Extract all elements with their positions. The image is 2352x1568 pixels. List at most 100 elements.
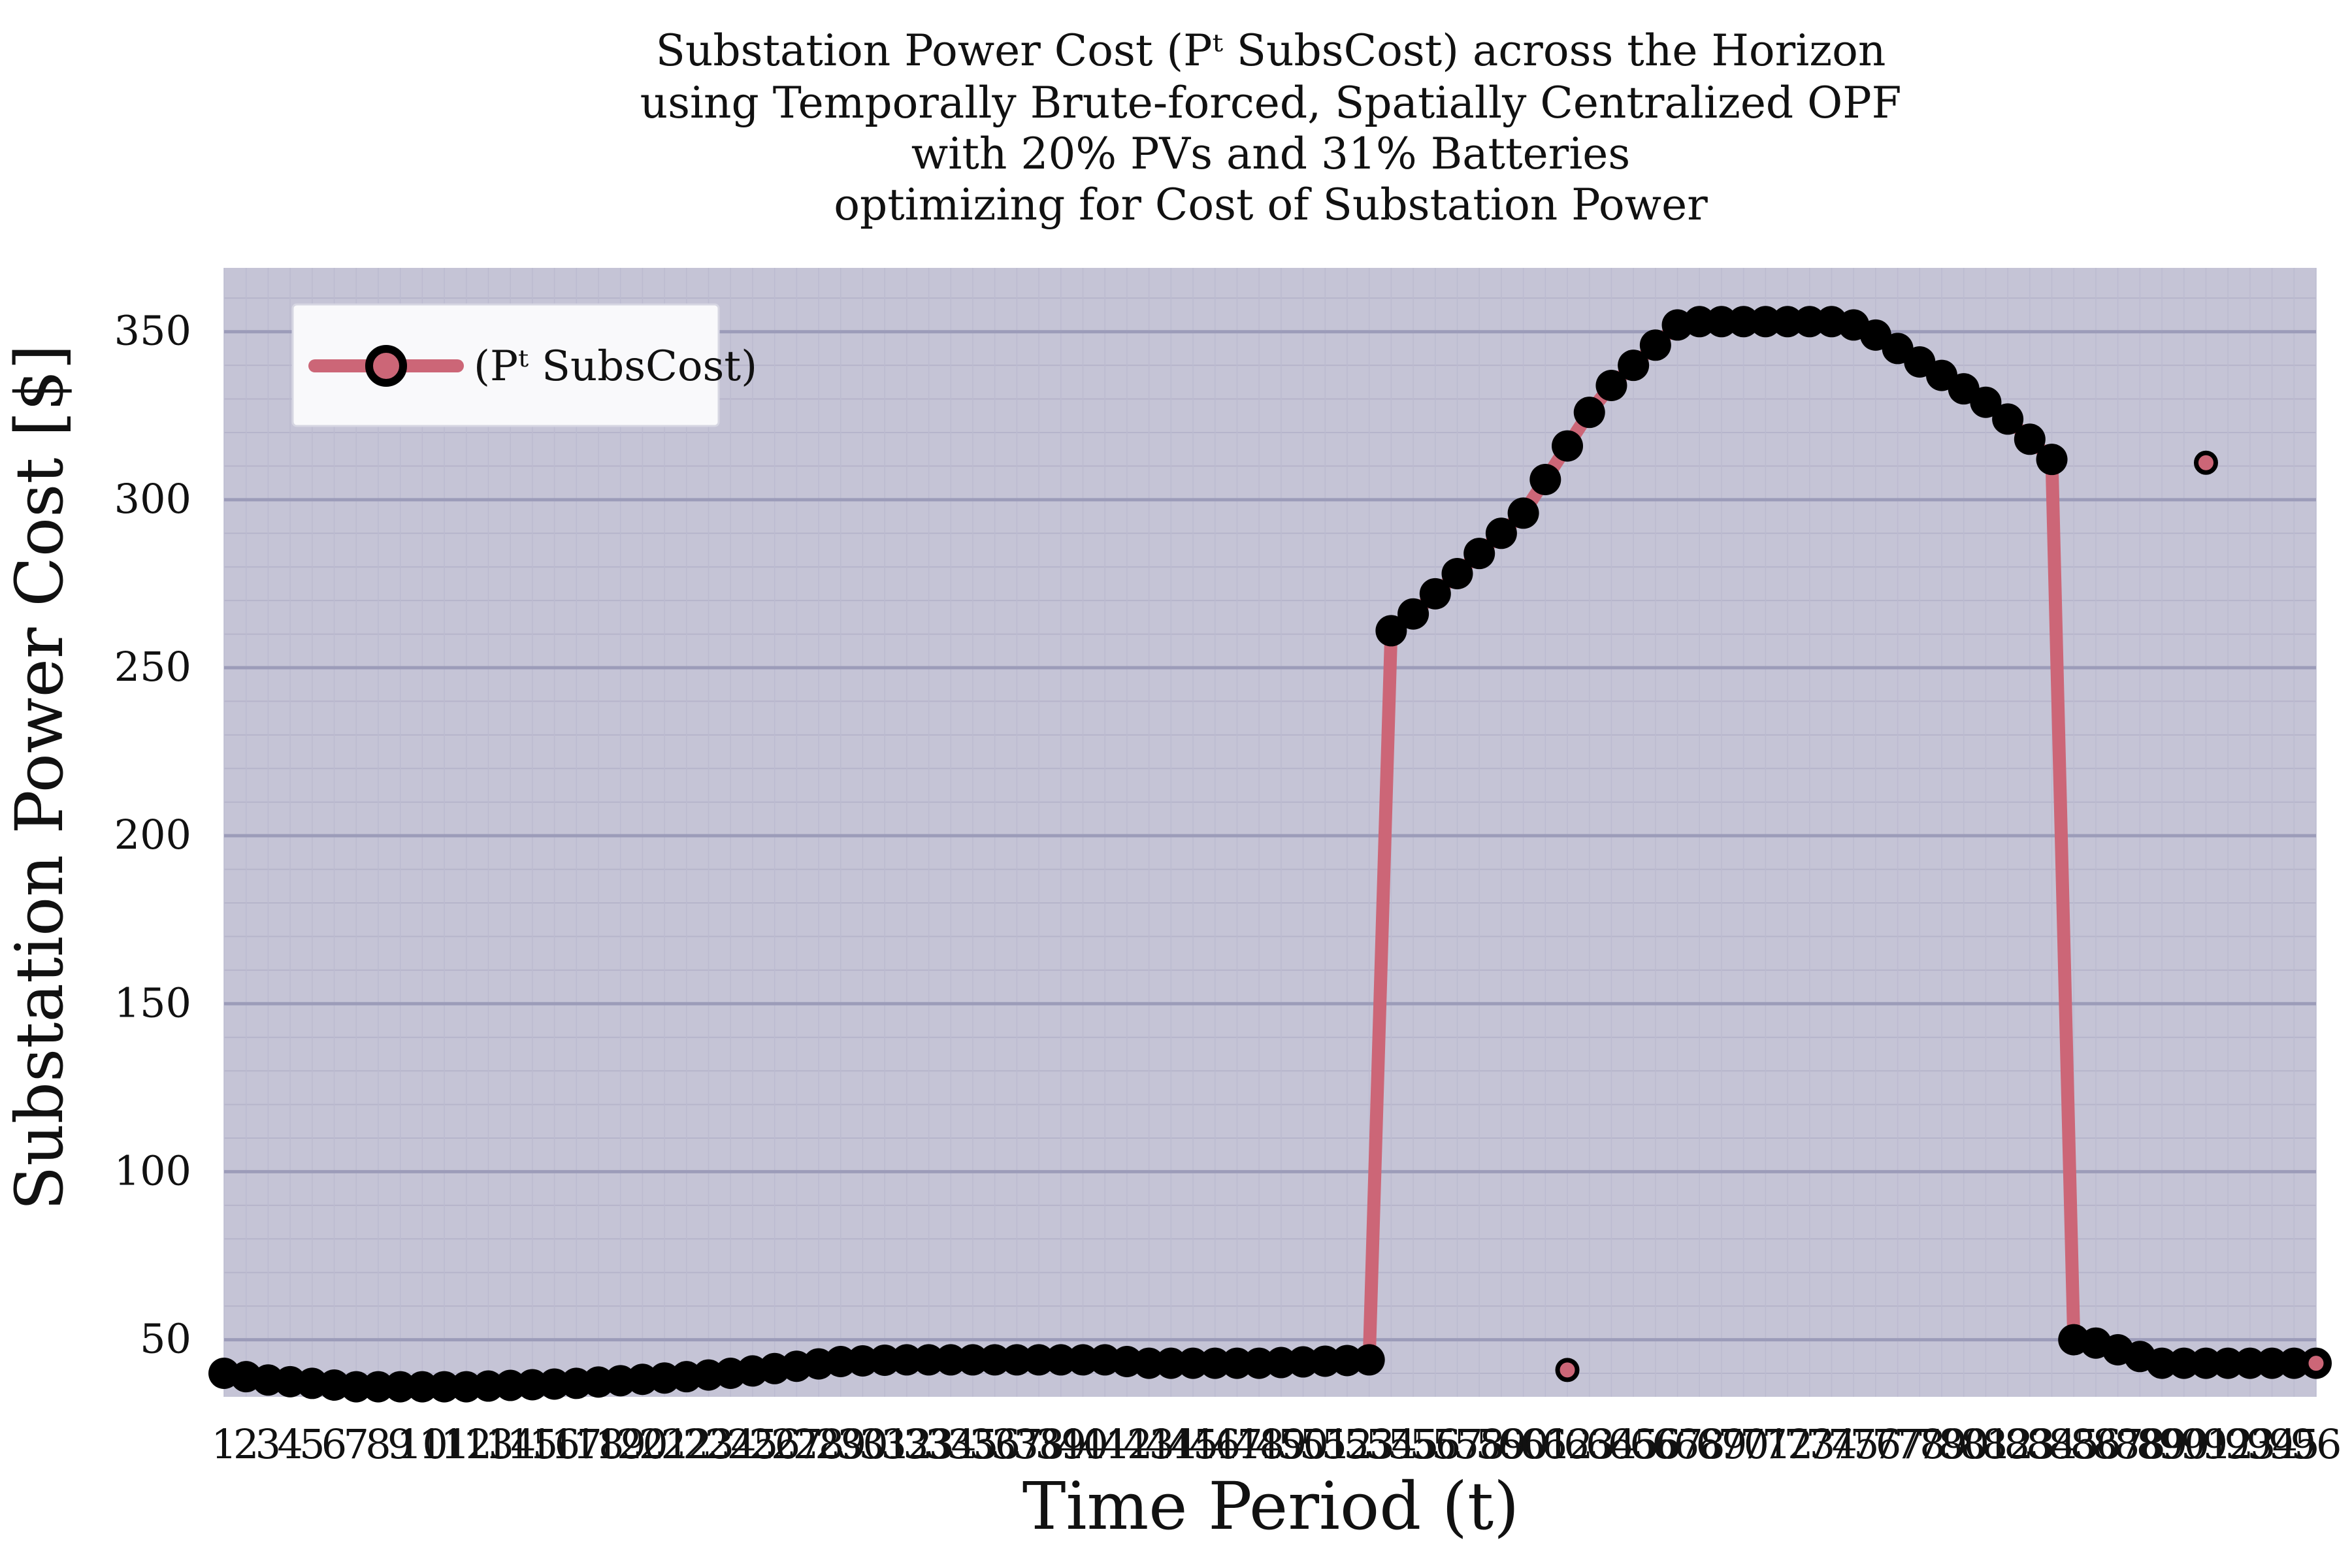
data-point-marker: [1992, 403, 2024, 435]
data-point-marker: [1001, 1344, 1033, 1376]
x-tick-label: 18: [573, 1420, 625, 1468]
data-point-marker: [340, 1371, 372, 1403]
legend: (Pᵗ SubsCost): [291, 303, 757, 427]
data-point-marker: [538, 1368, 570, 1400]
x-tick-label: 11: [419, 1420, 470, 1468]
x-tick-label: 61: [1520, 1420, 1571, 1468]
data-point-marker: [1573, 397, 1605, 429]
x-tick-label: 13: [463, 1420, 514, 1468]
data-point-marker: [1750, 306, 1782, 338]
x-tick-label: 3: [255, 1420, 281, 1468]
x-tick-label: 45: [1168, 1420, 1219, 1468]
x-tick-label: 96: [2291, 1420, 2342, 1468]
x-tick-label: 65: [1608, 1420, 1659, 1468]
series-layer: [208, 306, 2332, 1403]
data-point-marker: [2014, 423, 2046, 455]
x-tick-label: 93: [2224, 1420, 2276, 1468]
data-point-marker: [2256, 1347, 2288, 1379]
x-tick-label: 29: [815, 1420, 866, 1468]
x-tick-label: 6: [321, 1420, 347, 1468]
x-tick-label: 24: [705, 1420, 757, 1468]
x-axis-label: Time Period (t): [1022, 1468, 1519, 1544]
x-tick-label: 67: [1652, 1420, 1703, 1468]
x-tick-label: 48: [1233, 1420, 1285, 1468]
x-tick-label: 37: [991, 1420, 1043, 1468]
x-tick-label: 25: [727, 1420, 778, 1468]
data-point-marker: [1243, 1347, 1275, 1379]
data-point-marker: [1463, 538, 1495, 570]
x-tick-label: 82: [1982, 1420, 2034, 1468]
chart-title-line-1: Substation Power Cost (Pᵗ SubsCost) acro…: [656, 25, 1886, 76]
x-tick-label: 71: [1740, 1420, 1791, 1468]
x-tick-label: 56: [1409, 1420, 1461, 1468]
x-tick-label: 72: [1762, 1420, 1814, 1468]
data-point-marker: [1793, 306, 1825, 338]
x-tick-label: 90: [2158, 1420, 2210, 1468]
data-point-marker: [1155, 1347, 1187, 1379]
x-tick-label: 94: [2246, 1420, 2298, 1468]
chart-title-line-3: with 20% PVs and 31% Batteries: [911, 129, 1631, 179]
x-tick-label: 32: [881, 1420, 932, 1468]
y-tick-label: 200: [114, 811, 191, 858]
x-tick-label: 15: [506, 1420, 558, 1468]
x-tick-label: 34: [925, 1420, 977, 1468]
data-point-marker: [1727, 306, 1759, 338]
data-point-marker: [979, 1344, 1011, 1376]
x-tick-label: 88: [2114, 1420, 2166, 1468]
data-point-marker: [472, 1370, 504, 1402]
data-point-marker: [1265, 1347, 1297, 1379]
data-point-marker: [935, 1344, 967, 1376]
x-tick-label: 31: [859, 1420, 911, 1468]
y-tick-label: 100: [114, 1147, 191, 1194]
plot-area: [224, 268, 2316, 1397]
data-point-marker: [1419, 578, 1451, 610]
x-tick-label: 77: [1872, 1420, 1923, 1468]
data-point-marker: [956, 1344, 988, 1376]
x-tick-label: 20: [617, 1420, 668, 1468]
chart-title: Substation Power Cost (Pᵗ SubsCost) acro…: [640, 25, 1902, 230]
x-tick-label: 59: [1475, 1420, 1527, 1468]
data-point-marker: [429, 1371, 461, 1403]
x-tick-label: 50: [1277, 1420, 1329, 1468]
data-point-marker: [825, 1346, 857, 1377]
y-tick-label: 350: [114, 307, 191, 355]
data-point-marker: [1177, 1347, 1209, 1379]
data-point-marker: [869, 1344, 901, 1376]
x-tick-label: 54: [1365, 1420, 1417, 1468]
data-point-marker: [1067, 1344, 1099, 1376]
x-tick-label: 64: [1586, 1420, 1637, 1468]
data-point-marker: [450, 1371, 482, 1403]
x-tick-label: 52: [1322, 1420, 1373, 1468]
x-axis-ticks: 1234567891011121314151617181920212223242…: [211, 1420, 2342, 1468]
x-tick-label: 58: [1454, 1420, 1505, 1468]
y-tick-label: 50: [140, 1315, 191, 1363]
highlighted-data-point: [1555, 1358, 1580, 1382]
x-tick-label: 30: [837, 1420, 889, 1468]
data-point-marker: [1133, 1347, 1165, 1379]
x-tick-label: 47: [1211, 1420, 1263, 1468]
data-point-marker: [495, 1369, 527, 1401]
x-tick-label: 66: [1629, 1420, 1681, 1468]
x-tick-label: 92: [2202, 1420, 2254, 1468]
x-tick-label: 36: [969, 1420, 1021, 1468]
x-tick-label: 9: [387, 1420, 413, 1468]
data-point-marker: [890, 1344, 923, 1376]
data-point-marker: [1639, 329, 1671, 361]
data-point-marker: [1772, 306, 1804, 338]
data-point-marker: [1970, 386, 2002, 418]
chart-title-line-2: using Temporally Brute-forced, Spatially…: [640, 78, 1902, 128]
data-point-marker: [2212, 1347, 2244, 1379]
data-point-marker: [1529, 464, 1561, 495]
x-tick-label: 85: [2048, 1420, 2100, 1468]
x-tick-label: 12: [440, 1420, 492, 1468]
x-tick-label: 10: [397, 1420, 448, 1468]
highlighted-data-point: [2193, 450, 2218, 475]
x-tick-label: 22: [661, 1420, 712, 1468]
chart-title-line-4: optimizing for Cost of Substation Power: [834, 180, 1708, 230]
data-point-marker: [1552, 430, 1584, 462]
data-point-marker: [1045, 1344, 1077, 1376]
data-point-marker: [2036, 444, 2068, 476]
data-point-marker: [1507, 497, 1539, 529]
x-tick-label: 69: [1696, 1420, 1748, 1468]
x-tick-label: 81: [1960, 1420, 2012, 1468]
